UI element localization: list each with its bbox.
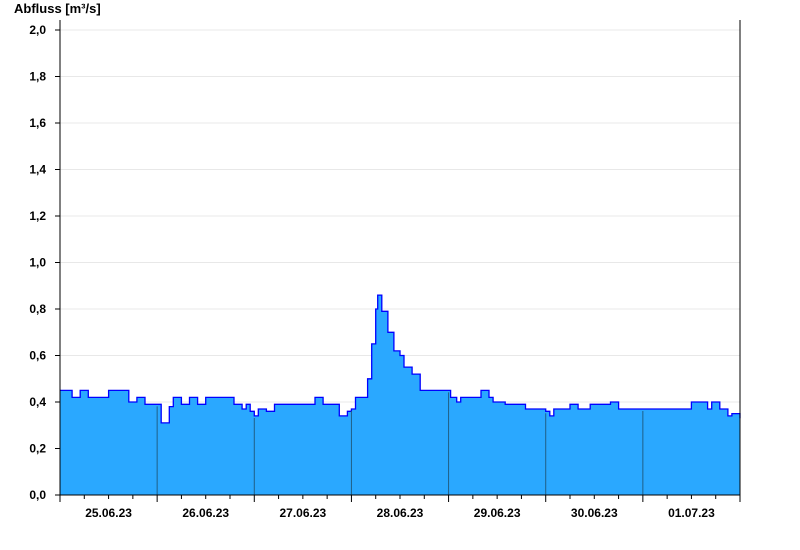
x-tick-label: 25.06.23 [85, 506, 132, 520]
y-tick-label: 1,0 [29, 256, 46, 270]
y-tick-label: 1,2 [29, 209, 46, 223]
x-tick-label: 27.06.23 [279, 506, 326, 520]
y-tick-label: 1,6 [29, 116, 46, 130]
y-tick-label: 0,4 [29, 395, 46, 409]
x-tick-label: 01.07.23 [668, 506, 715, 520]
x-tick-label: 29.06.23 [474, 506, 521, 520]
y-tick-label: 1,8 [29, 70, 46, 84]
y-tick-label: 0,0 [29, 488, 46, 502]
y-tick-label: 2,0 [29, 23, 46, 37]
series-line [60, 294, 741, 424]
series-area [60, 295, 740, 495]
y-axis-label: Abfluss [m³/s] [14, 1, 101, 16]
y-tick-label: 1,4 [29, 163, 46, 177]
x-tick-label: 30.06.23 [571, 506, 618, 520]
y-tick-label: 0,2 [29, 442, 46, 456]
y-tick-label: 0,6 [29, 349, 46, 363]
x-tick-label: 28.06.23 [377, 506, 424, 520]
y-tick-label: 0,8 [29, 302, 46, 316]
x-tick-label: 26.06.23 [182, 506, 229, 520]
